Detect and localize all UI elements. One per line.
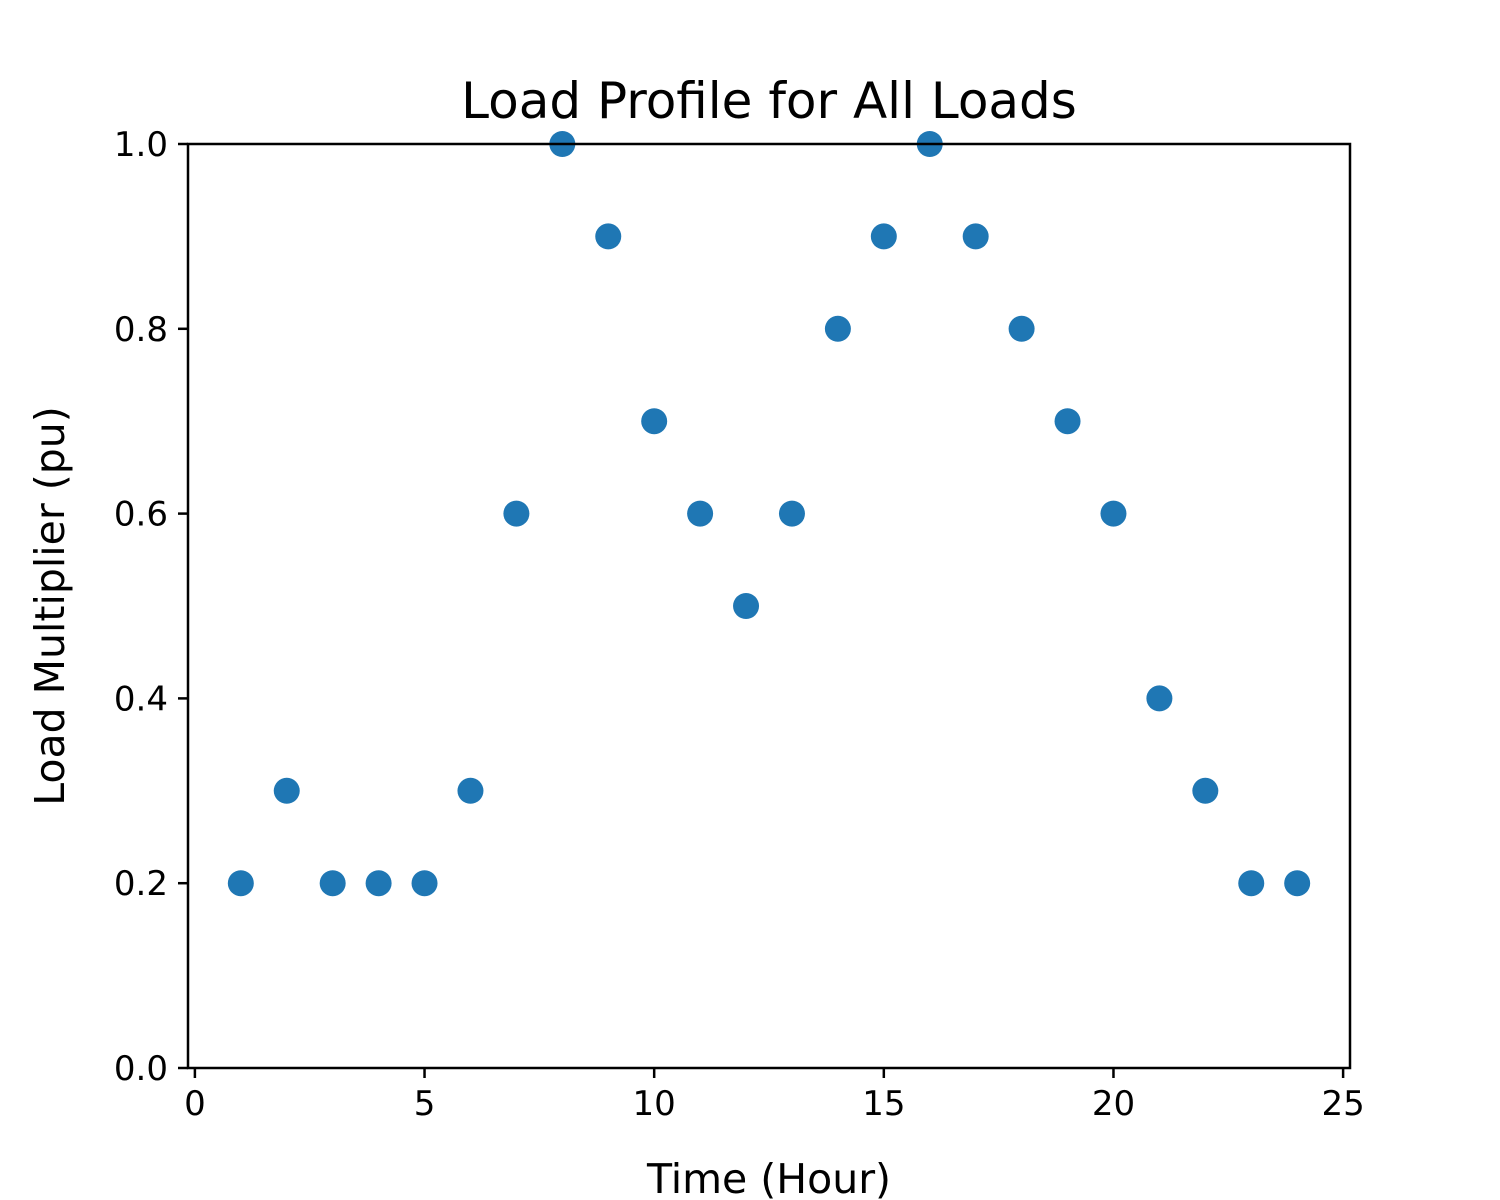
x-tick-label: 0 — [184, 1084, 206, 1124]
y-tick-label: 1.0 — [114, 125, 168, 165]
data-point — [227, 870, 254, 897]
data-point — [733, 593, 760, 619]
data-point — [1192, 777, 1219, 804]
data-point — [457, 777, 484, 804]
y-tick-label: 0.8 — [114, 310, 168, 350]
y-tick-label: 0.6 — [114, 495, 168, 535]
data-point — [273, 777, 300, 804]
data-point — [687, 500, 714, 527]
x-tick-label: 5 — [414, 1084, 436, 1124]
x-axis: 0 5 10 15 20 25 — [184, 1068, 1365, 1124]
y-tick-label: 0.4 — [114, 679, 168, 719]
y-tick-label: 0.0 — [114, 1049, 168, 1089]
data-point — [1008, 315, 1035, 342]
data-point — [1284, 870, 1311, 897]
data-point — [962, 223, 989, 250]
data-point — [1100, 500, 1127, 527]
x-tick-label: 15 — [862, 1084, 905, 1124]
x-tick-label: 10 — [633, 1084, 676, 1124]
y-axis: 0.0 0.2 0.4 0.6 0.8 1.0 — [114, 125, 188, 1089]
data-point — [1054, 408, 1081, 435]
y-tick-label: 0.2 — [114, 864, 168, 904]
data-point — [595, 223, 622, 250]
scatter-points — [227, 131, 1311, 897]
x-tick-label: 25 — [1321, 1084, 1364, 1124]
data-point — [503, 500, 530, 527]
data-point — [365, 870, 392, 897]
data-point — [778, 500, 805, 527]
x-axis-label: Time (Hour) — [646, 1155, 891, 1200]
chart-title: Load Profile for All Loads — [461, 72, 1077, 130]
data-point — [641, 408, 668, 435]
y-axis-label: Load Multiplier (pu) — [26, 406, 74, 806]
x-tick-label: 20 — [1092, 1084, 1135, 1124]
data-point — [1146, 685, 1173, 712]
data-point — [824, 315, 851, 342]
data-point — [319, 870, 346, 897]
data-point — [1238, 870, 1265, 897]
data-point — [411, 870, 438, 897]
data-point — [870, 223, 897, 250]
plot-frame — [186, 142, 1352, 1070]
